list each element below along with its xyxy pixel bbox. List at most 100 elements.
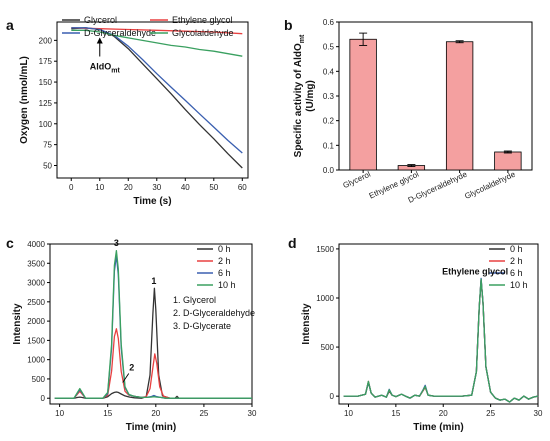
legend-label: 2 h <box>218 256 231 266</box>
y-tick-label: 125 <box>39 99 53 108</box>
series-line-10-h <box>343 278 539 403</box>
y-tick-label: 1500 <box>316 245 334 254</box>
legend-label: Glycolaldehyde <box>172 28 234 38</box>
x-tick-label: 15 <box>391 409 400 418</box>
series-line-2-h <box>343 278 539 403</box>
y-tick-label: 4000 <box>27 240 45 249</box>
y-axis-label-main: Specific activity of AldO <box>293 43 304 157</box>
legend-label: Ethylene glycol <box>172 15 233 25</box>
y-tick-label: 2000 <box>27 317 45 326</box>
legend-label: 2 h <box>510 256 523 266</box>
legend-label: 6 h <box>218 268 231 278</box>
legend-label: Glycerol <box>84 15 117 25</box>
y-tick-label: 0.4 <box>323 67 335 76</box>
y-tick-label: 3500 <box>27 259 45 268</box>
bar <box>445 41 474 171</box>
series-line-2-h <box>54 328 252 399</box>
y-tick-label: 0.3 <box>323 92 335 101</box>
y-tick-label: 0.2 <box>323 117 335 126</box>
legend-label: 10 h <box>218 280 236 290</box>
bar <box>349 38 377 171</box>
x-tick-label: 30 <box>152 183 161 192</box>
legend-label: 0 h <box>510 244 523 254</box>
x-tick-label: 20 <box>439 409 448 418</box>
x-tick-label: 10 <box>55 409 64 418</box>
x-tick-label: 60 <box>238 183 247 192</box>
series-line-glycolaldehyde <box>71 29 243 57</box>
y-tick-label: 175 <box>39 57 53 66</box>
panel-label-a: a <box>6 17 14 33</box>
panel-label-c: c <box>6 235 14 251</box>
y-tick-label: 0.5 <box>323 43 335 52</box>
y-tick-label: 1000 <box>27 356 45 365</box>
x-tick-label: 25 <box>199 409 208 418</box>
y-tick-label: 100 <box>39 120 53 129</box>
y-tick-label: 3000 <box>27 279 45 288</box>
y-tick-label: 200 <box>39 36 53 45</box>
x-tick-label: 25 <box>486 409 495 418</box>
y-axis-label: Intensity <box>301 303 312 345</box>
plot-frame <box>49 243 253 405</box>
y-axis-unit: (U/mg) <box>305 80 316 112</box>
compound-list-item: 2. D-Glyceraldehyde <box>173 308 255 318</box>
y-tick-label: 150 <box>39 78 53 87</box>
y-tick-label: 500 <box>32 375 46 384</box>
x-axis-label: Time (s) <box>133 196 171 207</box>
x-axis-label: Time (min) <box>413 422 463 433</box>
y-tick-label: 0 <box>330 392 335 401</box>
series-line-d-glyceraldehyde <box>71 27 243 154</box>
y-axis-label: Oxygen (nmol/mL) <box>19 56 30 144</box>
y-tick-label: 0.0 <box>323 166 335 175</box>
bar <box>494 151 522 171</box>
panel-label-b: b <box>284 17 293 33</box>
y-axis-label: Specific activity of AldOmt <box>293 34 306 157</box>
peak-label: 1 <box>151 276 156 286</box>
x-tick-label: Glycolaldehyde <box>463 169 517 201</box>
panel-c-chromatogram: 10 15 20 25 30 0 500 1000 1500 2000 2500 3000 3500 40… <box>12 238 257 433</box>
annotation-label: AldOmt <box>90 62 121 75</box>
compound-list-item: 3. D-Glycerate <box>173 321 231 331</box>
annotation-subscript: mt <box>111 68 120 75</box>
legend-label: 10 h <box>510 280 528 290</box>
plot-frame <box>338 243 539 405</box>
legend-label: 0 h <box>218 244 231 254</box>
y-tick-label: 0 <box>41 394 46 403</box>
y-tick-label: 2500 <box>27 298 45 307</box>
annotation-arrowhead <box>96 37 103 44</box>
y-tick-label: 75 <box>43 141 52 150</box>
annotation-main-text: AldO <box>90 62 112 72</box>
x-tick-label: 15 <box>103 409 112 418</box>
y-tick-label: 1000 <box>316 294 334 303</box>
series-line-ethylene-glycol <box>71 27 243 35</box>
peak-arrow <box>122 373 130 383</box>
y-axis-label: Intensity <box>12 303 23 345</box>
legend-label: 6 h <box>510 268 523 278</box>
series-line-6-h <box>343 277 539 403</box>
y-tick-label: 0.6 <box>323 18 335 27</box>
compound-list-item: 1. Glycerol <box>173 295 216 305</box>
x-tick-label: 30 <box>248 409 257 418</box>
series-line-glycerol <box>71 27 243 169</box>
x-tick-label: Glycerol <box>342 170 373 191</box>
plot-frame <box>56 21 249 179</box>
panel-a-line-chart: 0 10 20 30 40 50 60 50 75 100 125 150 175 200 Time (s)… <box>19 15 249 207</box>
x-tick-label: 10 <box>95 183 104 192</box>
x-tick-label: 0 <box>69 183 74 192</box>
y-tick-label: 50 <box>43 161 52 170</box>
peak-label: 3 <box>114 238 119 248</box>
panel-label-d: d <box>288 235 297 251</box>
x-tick-label: 30 <box>534 409 543 418</box>
x-tick-label: 20 <box>151 409 160 418</box>
x-tick-label: 40 <box>181 183 190 192</box>
y-tick-label: 0.1 <box>323 141 335 150</box>
legend-label: D-Glyceraldehyde <box>84 28 156 38</box>
x-tick-label: 50 <box>209 183 218 192</box>
y-tick-label: 1500 <box>27 336 45 345</box>
series-line-0-h <box>54 287 252 399</box>
series-line-0-h <box>343 279 539 403</box>
panel-d-chromatogram: 10 15 20 25 30 0 500 1000 1500 Time (min) Intensit… <box>301 243 543 433</box>
y-tick-label: 500 <box>321 343 335 352</box>
peak-label: Ethylene glycol <box>442 267 508 277</box>
